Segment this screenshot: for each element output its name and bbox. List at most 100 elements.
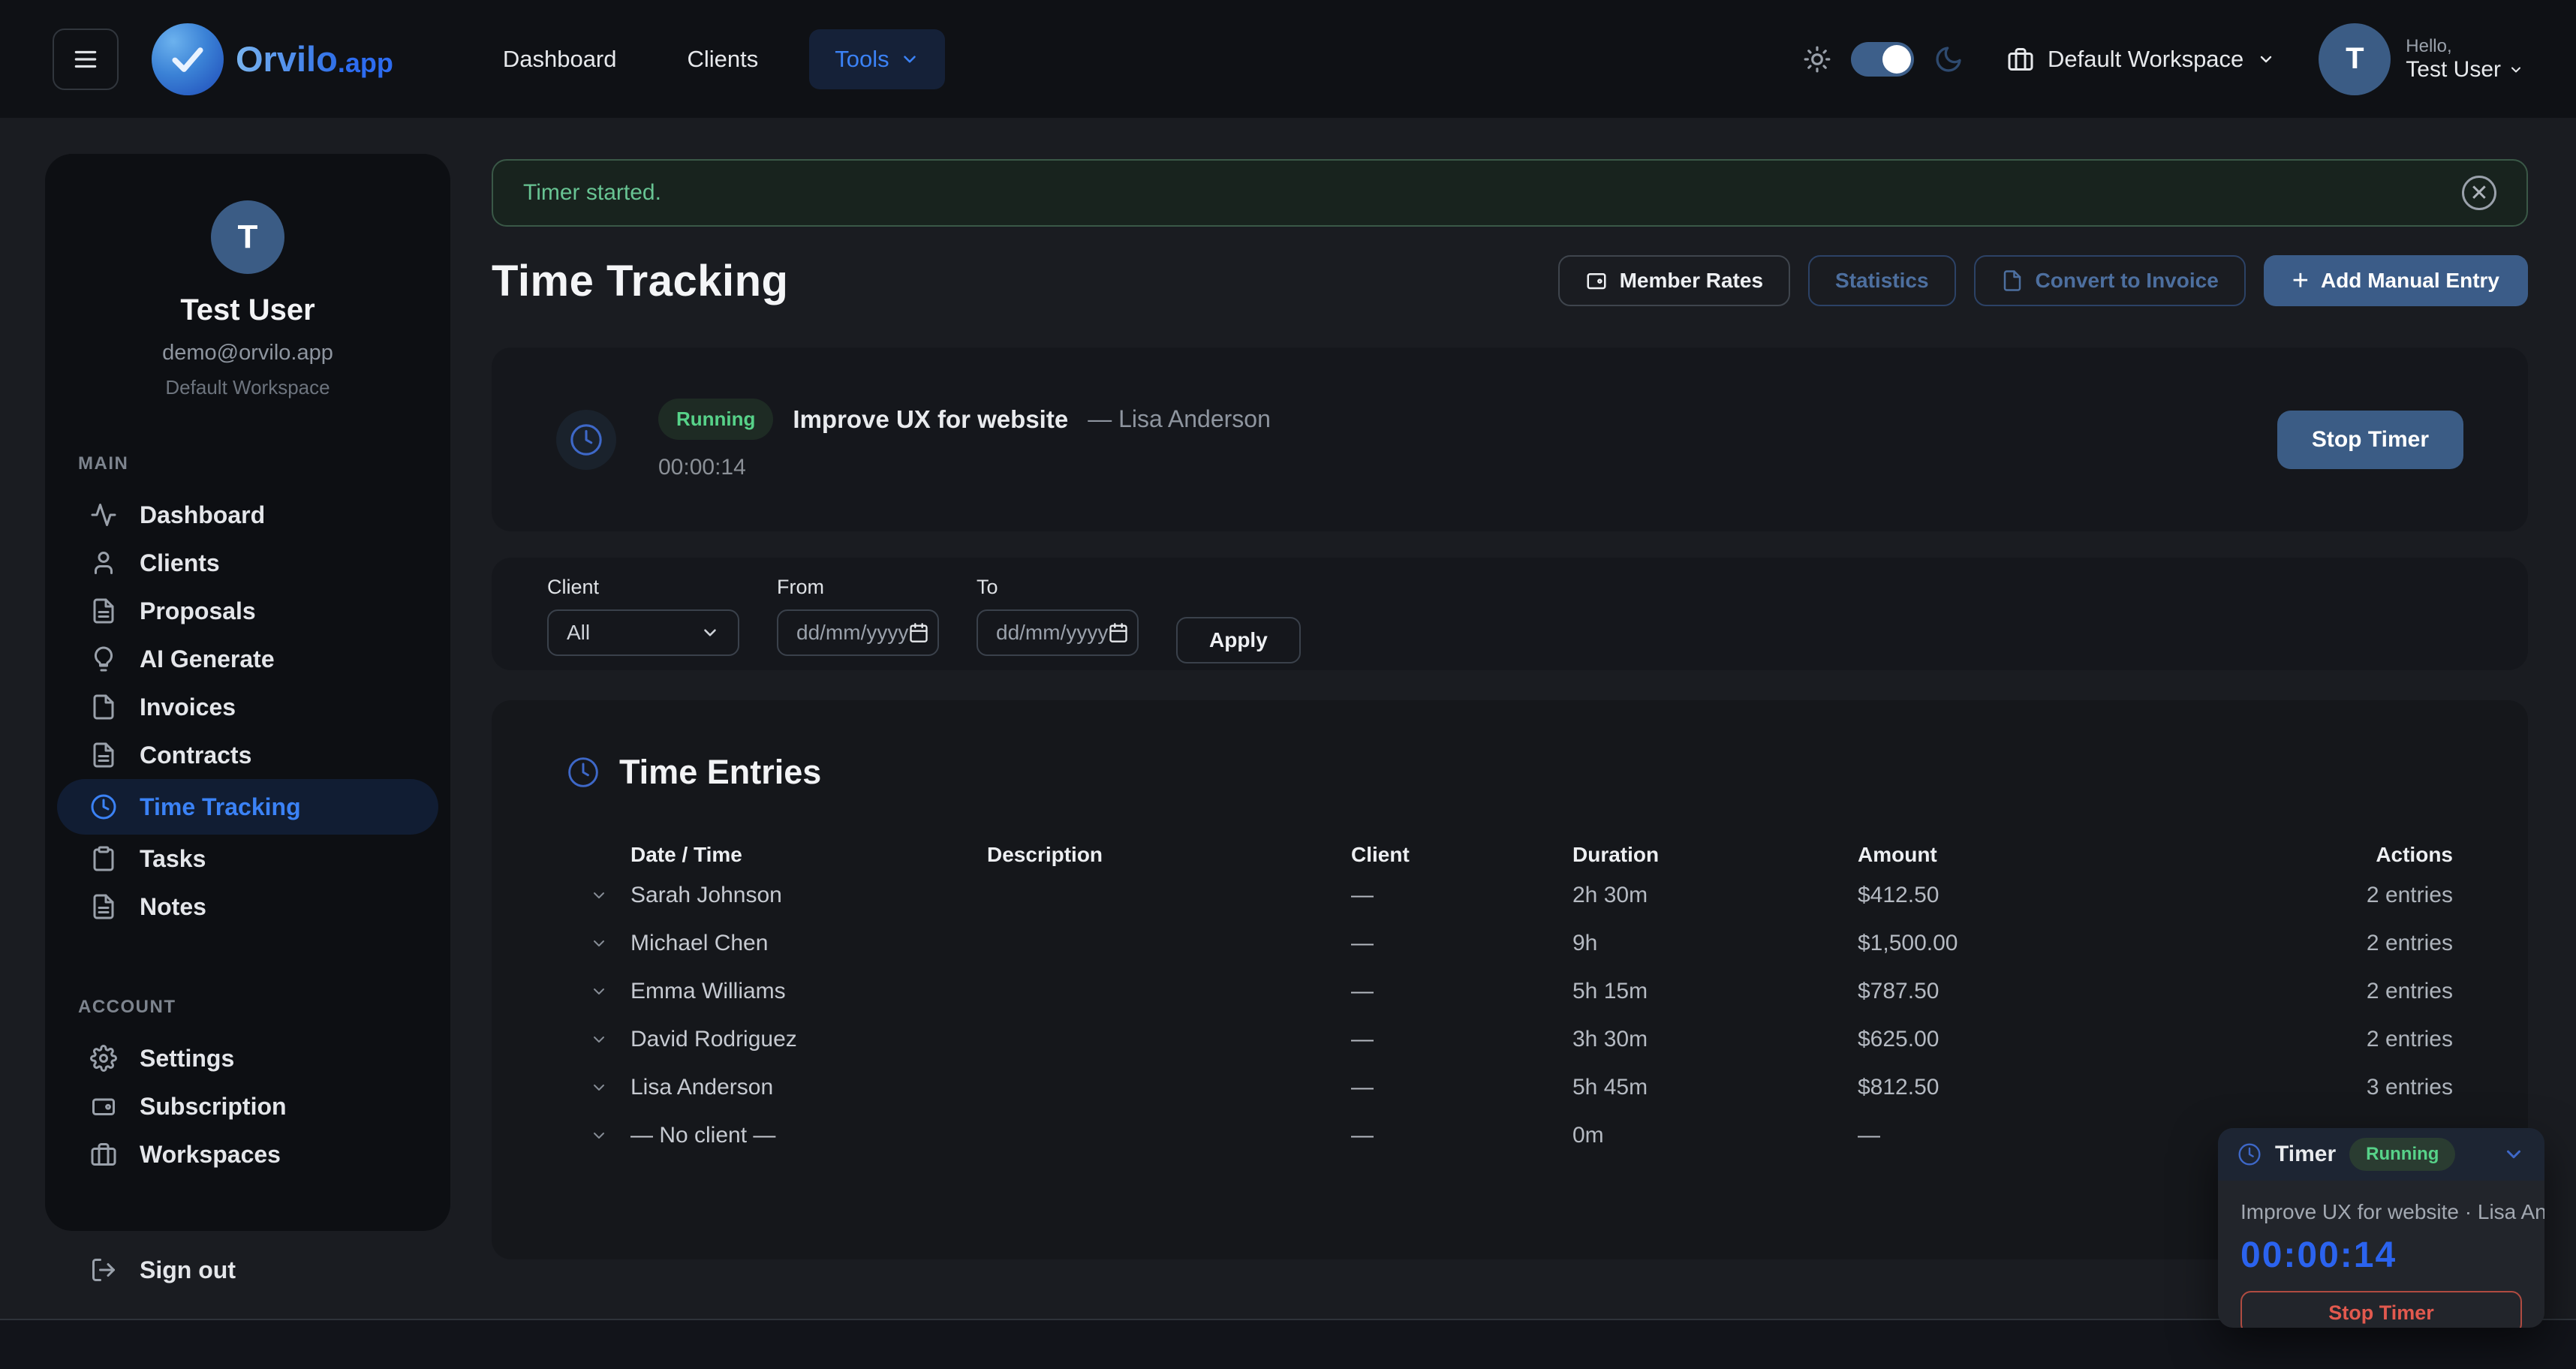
- row-name: Lisa Anderson: [630, 1075, 774, 1100]
- row-name: David Rodriguez: [630, 1027, 797, 1052]
- hamburger-icon: [71, 45, 100, 74]
- lightbulb-icon: [90, 645, 117, 672]
- table-header-row: Date / Time Description Client Duration …: [567, 838, 2453, 871]
- sidebar-item-signout[interactable]: Sign out: [57, 1246, 438, 1294]
- chevron-down-icon[interactable]: [567, 1079, 630, 1097]
- sidebar-item-dashboard[interactable]: Dashboard: [57, 491, 438, 539]
- sidebar-item-notes[interactable]: Notes: [57, 883, 438, 931]
- status-badge: Running: [658, 399, 774, 440]
- page-title: Time Tracking: [492, 256, 789, 305]
- chevron-down-icon: [2508, 62, 2523, 77]
- avatar[interactable]: T: [2319, 23, 2391, 95]
- alert-text: Timer started.: [523, 180, 661, 205]
- sidebar-item-workspaces[interactable]: Workspaces: [57, 1130, 438, 1178]
- close-icon[interactable]: ✕: [2462, 176, 2496, 210]
- timer-widget-title: Timer: [2275, 1142, 2337, 1166]
- sidebar-item-proposals[interactable]: Proposals: [57, 587, 438, 635]
- sidebar-section-account: ACCOUNT: [78, 997, 176, 1017]
- chevron-down-icon[interactable]: [567, 886, 630, 904]
- calendar-icon[interactable]: [908, 622, 929, 643]
- workspace-switcher[interactable]: Default Workspace: [2007, 46, 2275, 73]
- table-row[interactable]: — No client — — 0m —: [567, 1112, 2453, 1160]
- row-duration: 5h 15m: [1572, 979, 1648, 1003]
- sidebar-item-settings[interactable]: Settings: [57, 1034, 438, 1082]
- sidebar-item-time-tracking[interactable]: Time Tracking: [57, 779, 438, 835]
- row-name: Emma Williams: [630, 979, 786, 1003]
- running-task-client: — Lisa Anderson: [1088, 405, 1271, 432]
- time-entries-card: Time Entries Date / Time Description Cli…: [492, 700, 2528, 1259]
- chevron-down-icon: [900, 50, 919, 69]
- sidebar-item-ai-generate[interactable]: AI Generate: [57, 635, 438, 683]
- table-row[interactable]: Emma Williams — 5h 15m $787.50 2 entries: [567, 967, 2453, 1015]
- theme-toggle[interactable]: [1850, 41, 1914, 77]
- file-text-icon: [90, 893, 117, 920]
- sun-icon: [1803, 45, 1831, 74]
- to-date-label: To: [977, 576, 998, 598]
- sidebar-item-tasks[interactable]: Tasks: [57, 835, 438, 883]
- nav-link-clients[interactable]: Clients: [687, 45, 759, 72]
- row-duration: 0m: [1572, 1123, 1604, 1148]
- calendar-icon[interactable]: [1108, 622, 1129, 643]
- activity-icon: [90, 501, 117, 528]
- add-manual-entry-button[interactable]: + Add Manual Entry: [2263, 255, 2528, 306]
- clipboard-icon: [90, 845, 117, 872]
- nav-link-tools[interactable]: Tools: [809, 29, 945, 89]
- hamburger-menu-button[interactable]: [53, 28, 119, 90]
- running-elapsed-time: 00:00:14: [658, 455, 746, 480]
- navbar-right: Default Workspace T Hello, Test User: [1803, 23, 2523, 95]
- timer-widget-header[interactable]: Timer Running: [2218, 1128, 2544, 1181]
- running-timer-card: Running Improve UX for website — Lisa An…: [492, 348, 2528, 531]
- row-actions: 3 entries: [2366, 1075, 2453, 1100]
- chevron-down-icon[interactable]: [2502, 1143, 2525, 1166]
- chevron-down-icon[interactable]: [567, 1031, 630, 1049]
- client-filter-label: Client: [547, 576, 600, 598]
- clock-icon: [90, 793, 117, 820]
- table-title: Time Entries: [619, 753, 822, 791]
- row-name: Sarah Johnson: [630, 883, 782, 907]
- col-amount: Amount: [1858, 843, 1937, 866]
- profile-email: demo@orvilo.app: [162, 341, 333, 365]
- sidebar-item-contracts[interactable]: Contracts: [57, 731, 438, 779]
- client-filter-select[interactable]: All: [547, 609, 739, 656]
- sidebar-section-main: MAIN: [78, 453, 129, 474]
- col-date-time: Date / Time: [630, 843, 742, 866]
- sidebar-item-invoices[interactable]: Invoices: [57, 683, 438, 731]
- sidebar-item-clients[interactable]: Clients: [57, 539, 438, 587]
- chevron-down-icon[interactable]: [567, 982, 630, 1000]
- nav-link-dashboard[interactable]: Dashboard: [502, 45, 617, 72]
- user-menu[interactable]: Hello, Test User: [2406, 36, 2523, 83]
- row-client: —: [1351, 931, 1374, 955]
- sidebar-item-subscription[interactable]: Subscription: [57, 1082, 438, 1130]
- nav-links: Dashboard Clients Tools: [483, 29, 945, 89]
- chevron-down-icon[interactable]: [567, 934, 630, 952]
- table-row[interactable]: Lisa Anderson — 5h 45m $812.50 3 entries: [567, 1064, 2453, 1112]
- row-duration: 9h: [1572, 931, 1598, 955]
- table-row[interactable]: Michael Chen — 9h $1,500.00 2 entries: [567, 919, 2453, 967]
- moon-icon: [1934, 44, 1964, 74]
- gear-icon: [90, 1045, 117, 1072]
- convert-to-invoice-button[interactable]: Convert to Invoice: [1973, 255, 2246, 306]
- row-client: —: [1351, 1123, 1374, 1148]
- file-icon: [90, 694, 117, 721]
- brand-logo[interactable]: Orvilo .app: [152, 23, 393, 95]
- statistics-button[interactable]: Statistics: [1808, 255, 1956, 306]
- username-text: Test User: [2406, 56, 2501, 82]
- user-icon: [90, 549, 117, 576]
- stop-timer-button[interactable]: Stop Timer: [2240, 1291, 2522, 1328]
- table-row[interactable]: David Rodriguez — 3h 30m $625.00 2 entri…: [567, 1015, 2453, 1064]
- apply-filters-button[interactable]: Apply: [1176, 617, 1301, 663]
- timer-widget-elapsed: 00:00:14: [2240, 1235, 2397, 1275]
- toast-alert: Timer started. ✕: [492, 159, 2528, 227]
- from-date-input[interactable]: dd/mm/yyyy: [777, 609, 939, 656]
- file-text-icon: [90, 597, 117, 624]
- to-date-input[interactable]: dd/mm/yyyy: [977, 609, 1139, 656]
- chevron-down-icon[interactable]: [567, 1127, 630, 1145]
- timer-widget-description: Improve UX for website · Lisa Anderson: [2240, 1200, 2544, 1223]
- briefcase-icon: [2007, 46, 2034, 73]
- row-duration: 3h 30m: [1572, 1027, 1648, 1052]
- theme-toggle-knob: [1882, 44, 1911, 74]
- table-row[interactable]: Sarah Johnson — 2h 30m $412.50 2 entries: [567, 871, 2453, 919]
- member-rates-button[interactable]: Member Rates: [1557, 255, 1791, 306]
- stop-timer-button[interactable]: Stop Timer: [2277, 410, 2463, 469]
- row-duration: 5h 45m: [1572, 1075, 1648, 1100]
